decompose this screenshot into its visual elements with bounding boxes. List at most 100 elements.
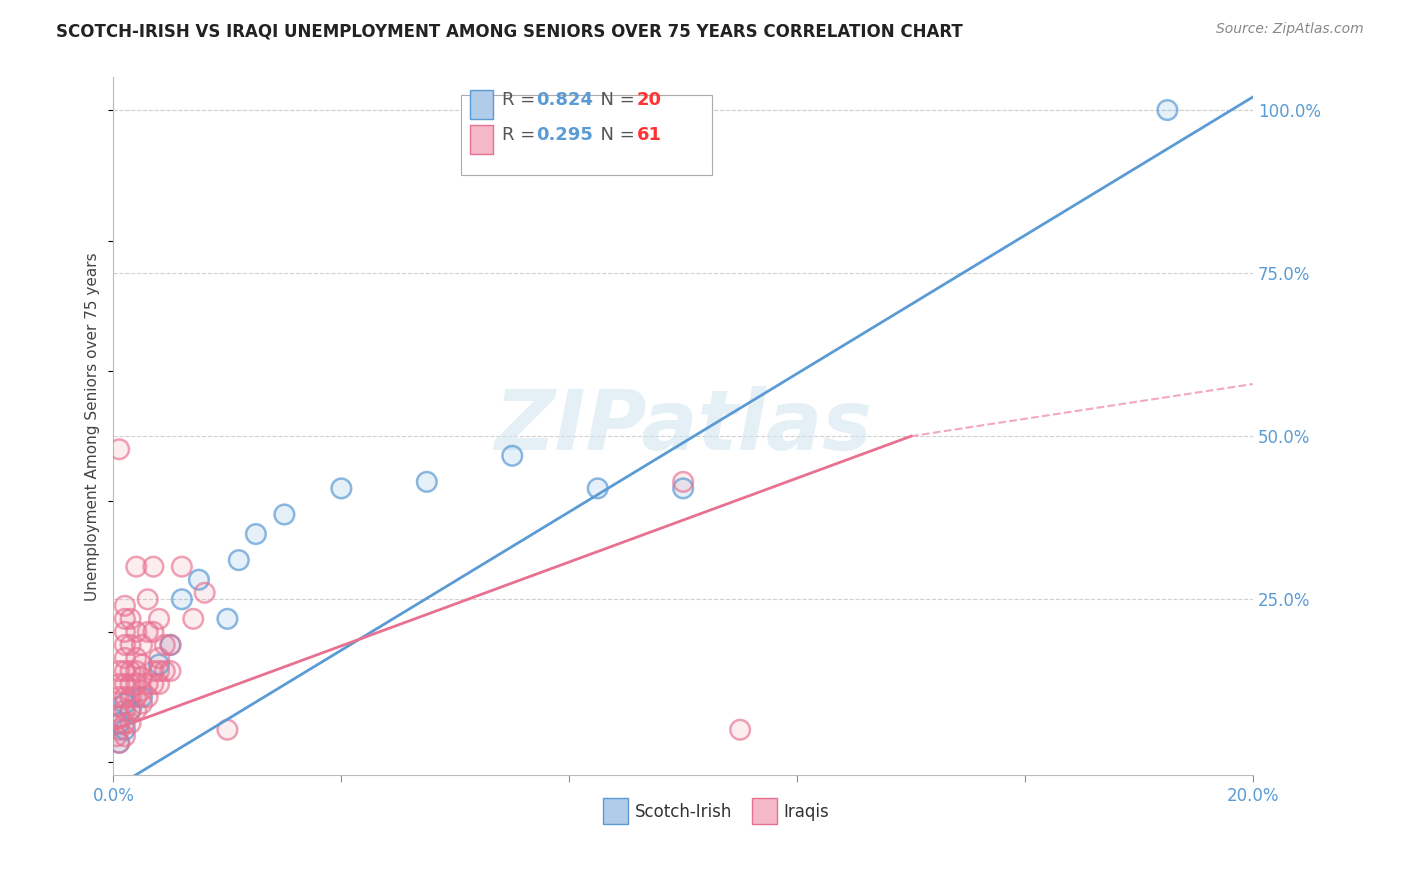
Point [131, 657, 153, 672]
Point [136, 690, 159, 705]
Point [125, 559, 148, 574]
Point [125, 664, 148, 678]
Point [125, 690, 148, 705]
Point [108, 699, 131, 714]
Point [159, 664, 181, 678]
Point [136, 677, 159, 691]
Point [114, 703, 136, 717]
Point [114, 677, 136, 691]
Point [131, 690, 153, 705]
Point [108, 664, 131, 678]
Text: ZIPatlas: ZIPatlas [495, 386, 872, 467]
Point [131, 697, 153, 711]
Point [125, 651, 148, 665]
Point [153, 638, 176, 652]
Point [108, 736, 131, 750]
Point [131, 671, 153, 685]
Point [114, 664, 136, 678]
Point [120, 690, 142, 705]
Point [416, 475, 439, 489]
Point [125, 677, 148, 691]
Y-axis label: Unemployment Among Seniors over 75 years: Unemployment Among Seniors over 75 years [86, 252, 100, 600]
Point [672, 475, 695, 489]
Point [148, 677, 170, 691]
Point [136, 624, 159, 639]
Point [108, 723, 131, 737]
Point [114, 697, 136, 711]
FancyBboxPatch shape [470, 90, 494, 120]
Point [148, 664, 170, 678]
Point [114, 638, 136, 652]
Point [114, 729, 136, 743]
Point [228, 553, 250, 567]
Point [142, 664, 165, 678]
Point [114, 677, 136, 691]
Point [114, 599, 136, 613]
Point [170, 592, 193, 607]
Point [136, 592, 159, 607]
Point [142, 559, 165, 574]
Point [228, 553, 250, 567]
Point [108, 690, 131, 705]
Point [148, 657, 170, 672]
Text: R =: R = [502, 126, 541, 144]
Text: 20: 20 [637, 91, 661, 109]
Text: SCOTCH-IRISH VS IRAQI UNEMPLOYMENT AMONG SENIORS OVER 75 YEARS CORRELATION CHART: SCOTCH-IRISH VS IRAQI UNEMPLOYMENT AMONG… [56, 22, 963, 40]
Point [114, 599, 136, 613]
Point [131, 683, 153, 698]
Point [108, 709, 131, 723]
Point [159, 664, 181, 678]
Point [108, 736, 131, 750]
Point [136, 624, 159, 639]
Point [114, 651, 136, 665]
Text: N =: N = [589, 126, 640, 144]
Point [120, 664, 142, 678]
Point [105, 729, 128, 743]
Point [114, 690, 136, 705]
Point [125, 703, 148, 717]
Point [131, 671, 153, 685]
Point [153, 638, 176, 652]
Point [142, 664, 165, 678]
Point [148, 677, 170, 691]
Point [136, 677, 159, 691]
Point [217, 612, 239, 626]
Point [120, 677, 142, 691]
Point [114, 651, 136, 665]
Point [114, 716, 136, 731]
Point [148, 612, 170, 626]
Point [114, 697, 136, 711]
Point [108, 690, 131, 705]
Point [131, 638, 153, 652]
Point [148, 664, 170, 678]
Point [148, 651, 170, 665]
Point [120, 703, 142, 717]
Point [114, 723, 136, 737]
Point [120, 664, 142, 678]
Point [131, 683, 153, 698]
Point [501, 449, 523, 463]
Point [416, 475, 439, 489]
Point [125, 624, 148, 639]
Point [142, 677, 165, 691]
Point [125, 624, 148, 639]
FancyBboxPatch shape [470, 125, 494, 154]
Point [114, 638, 136, 652]
Point [148, 657, 170, 672]
Point [586, 482, 609, 496]
Point [120, 716, 142, 731]
Point [108, 709, 131, 723]
Point [131, 697, 153, 711]
Point [672, 482, 695, 496]
Point [159, 638, 181, 652]
Point [114, 690, 136, 705]
Point [170, 559, 193, 574]
Point [159, 638, 181, 652]
Point [728, 723, 751, 737]
Point [136, 592, 159, 607]
Point [501, 449, 523, 463]
Point [120, 703, 142, 717]
Point [153, 664, 176, 678]
Point [120, 612, 142, 626]
Point [194, 586, 217, 600]
